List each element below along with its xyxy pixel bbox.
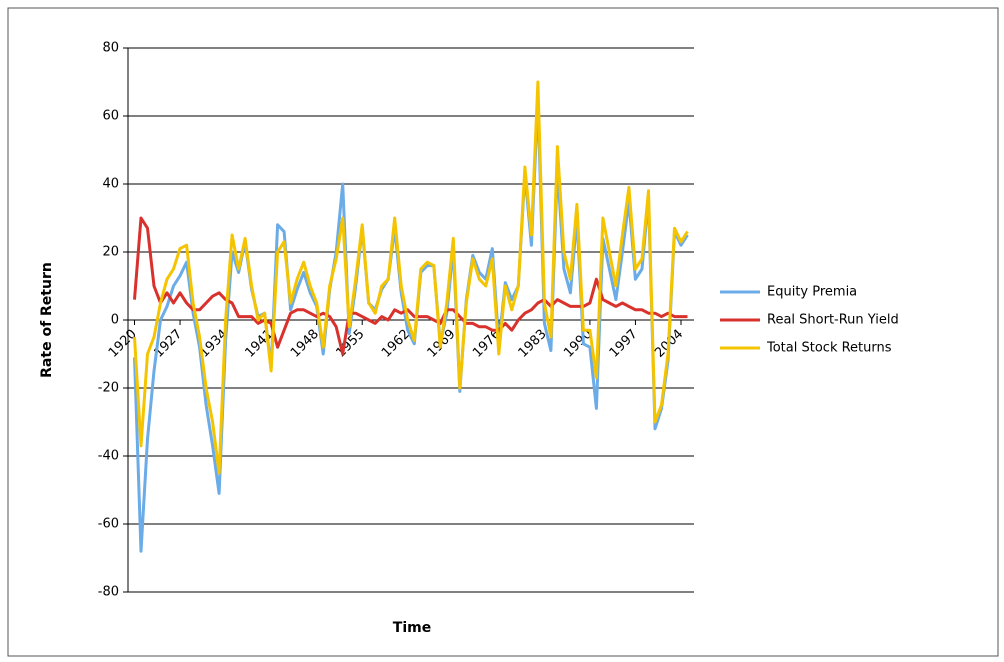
y-tick-label: 0	[111, 313, 119, 328]
legend-label: Real Short-Run Yield	[767, 313, 899, 328]
y-tick-label: 40	[102, 177, 119, 192]
y-tick-label: 20	[102, 245, 119, 260]
chart-frame	[7, 7, 999, 657]
legend-label: Equity Premia	[767, 285, 857, 300]
y-tick-label: -80	[98, 585, 119, 600]
y-tick-label: -20	[98, 381, 119, 396]
y-tick-label: 60	[102, 109, 119, 124]
legend-label: Total Stock Returns	[766, 341, 892, 356]
y-tick-label: 80	[102, 41, 119, 56]
y-tick-label: -40	[98, 449, 119, 464]
x-axis-title: Time	[393, 620, 431, 636]
y-tick-label: -60	[98, 517, 119, 532]
y-axis-title: Rate of Return	[39, 262, 55, 378]
series-line	[133, 80, 689, 475]
